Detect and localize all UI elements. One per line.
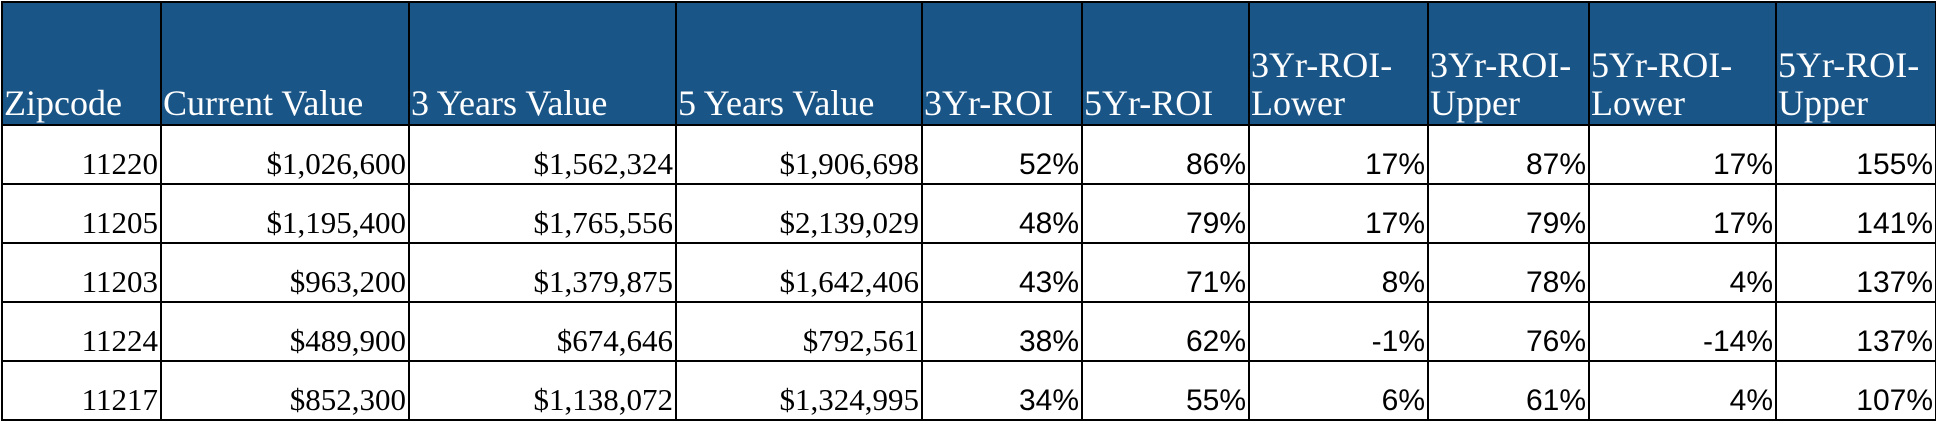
- cell-5yr-roi-upper: 137%: [1775, 242, 1936, 303]
- header-5yr-roi-upper: 5Yr-ROI-Upper: [1775, 1, 1936, 126]
- cell-zipcode: 11224: [1, 301, 162, 362]
- cell-3-years-value: $1,562,324: [408, 124, 677, 185]
- cell-5yr-roi: 71%: [1081, 242, 1250, 303]
- cell-5-years-value: $2,139,029: [675, 183, 923, 244]
- cell-3-years-value: $674,646: [408, 301, 677, 362]
- cell-5yr-roi-upper: 137%: [1775, 301, 1936, 362]
- cell-5-years-value: $1,642,406: [675, 242, 923, 303]
- cell-5yr-roi-lower: 4%: [1588, 242, 1777, 303]
- cell-current-value: $852,300: [160, 360, 410, 421]
- cell-current-value: $963,200: [160, 242, 410, 303]
- cell-3-years-value: $1,379,875: [408, 242, 677, 303]
- cell-current-value: $1,195,400: [160, 183, 410, 244]
- table-row: 11217 $852,300 $1,138,072 $1,324,995 34%…: [1, 360, 1936, 421]
- header-3yr-roi-upper: 3Yr-ROI-Upper: [1427, 1, 1590, 126]
- table-row: 11220 $1,026,600 $1,562,324 $1,906,698 5…: [1, 124, 1936, 185]
- cell-3yr-roi-upper: 87%: [1427, 124, 1590, 185]
- cell-5yr-roi-upper: 155%: [1775, 124, 1936, 185]
- cell-5yr-roi: 62%: [1081, 301, 1250, 362]
- header-row: Zipcode Current Value 3 Years Value 5 Ye…: [1, 1, 1936, 126]
- header-5yr-roi-lower: 5Yr-ROI-Lower: [1588, 1, 1777, 126]
- cell-5yr-roi: 79%: [1081, 183, 1250, 244]
- cell-5yr-roi-upper: 107%: [1775, 360, 1936, 421]
- header-3yr-roi-lower: 3Yr-ROI-Lower: [1248, 1, 1429, 126]
- cell-3-years-value: $1,765,556: [408, 183, 677, 244]
- header-3-years-value: 3 Years Value: [408, 1, 677, 126]
- table-row: 11203 $963,200 $1,379,875 $1,642,406 43%…: [1, 242, 1936, 303]
- cell-3yr-roi: 48%: [921, 183, 1083, 244]
- cell-5yr-roi-lower: 17%: [1588, 124, 1777, 185]
- cell-5yr-roi-lower: 4%: [1588, 360, 1777, 421]
- cell-5yr-roi-lower: 17%: [1588, 183, 1777, 244]
- header-3yr-roi: 3Yr-ROI: [921, 1, 1083, 126]
- table-row: 11224 $489,900 $674,646 $792,561 38% 62%…: [1, 301, 1936, 362]
- cell-3yr-roi-lower: 8%: [1248, 242, 1429, 303]
- cell-3yr-roi-upper: 78%: [1427, 242, 1590, 303]
- cell-current-value: $489,900: [160, 301, 410, 362]
- cell-3yr-roi-upper: 76%: [1427, 301, 1590, 362]
- cell-3yr-roi: 34%: [921, 360, 1083, 421]
- cell-zipcode: 11203: [1, 242, 162, 303]
- cell-5yr-roi: 86%: [1081, 124, 1250, 185]
- cell-3yr-roi: 43%: [921, 242, 1083, 303]
- header-zipcode: Zipcode: [1, 1, 162, 126]
- header-5yr-roi: 5Yr-ROI: [1081, 1, 1250, 126]
- cell-3yr-roi-upper: 79%: [1427, 183, 1590, 244]
- cell-zipcode: 11205: [1, 183, 162, 244]
- cell-3yr-roi-lower: -1%: [1248, 301, 1429, 362]
- header-current-value: Current Value: [160, 1, 410, 126]
- cell-5yr-roi-upper: 141%: [1775, 183, 1936, 244]
- cell-3yr-roi: 38%: [921, 301, 1083, 362]
- cell-3yr-roi-upper: 61%: [1427, 360, 1590, 421]
- cell-5yr-roi-lower: -14%: [1588, 301, 1777, 362]
- cell-3yr-roi-lower: 6%: [1248, 360, 1429, 421]
- cell-5-years-value: $1,324,995: [675, 360, 923, 421]
- cell-5-years-value: $1,906,698: [675, 124, 923, 185]
- cell-current-value: $1,026,600: [160, 124, 410, 185]
- cell-5-years-value: $792,561: [675, 301, 923, 362]
- table-body: 11220 $1,026,600 $1,562,324 $1,906,698 5…: [1, 124, 1936, 421]
- roi-table: Zipcode Current Value 3 Years Value 5 Ye…: [1, 1, 1936, 421]
- cell-zipcode: 11217: [1, 360, 162, 421]
- cell-3yr-roi-lower: 17%: [1248, 183, 1429, 244]
- cell-zipcode: 11220: [1, 124, 162, 185]
- cell-3-years-value: $1,138,072: [408, 360, 677, 421]
- cell-3yr-roi: 52%: [921, 124, 1083, 185]
- table-header: Zipcode Current Value 3 Years Value 5 Ye…: [1, 1, 1936, 126]
- cell-3yr-roi-lower: 17%: [1248, 124, 1429, 185]
- header-5-years-value: 5 Years Value: [675, 1, 923, 126]
- table-row: 11205 $1,195,400 $1,765,556 $2,139,029 4…: [1, 183, 1936, 244]
- cell-5yr-roi: 55%: [1081, 360, 1250, 421]
